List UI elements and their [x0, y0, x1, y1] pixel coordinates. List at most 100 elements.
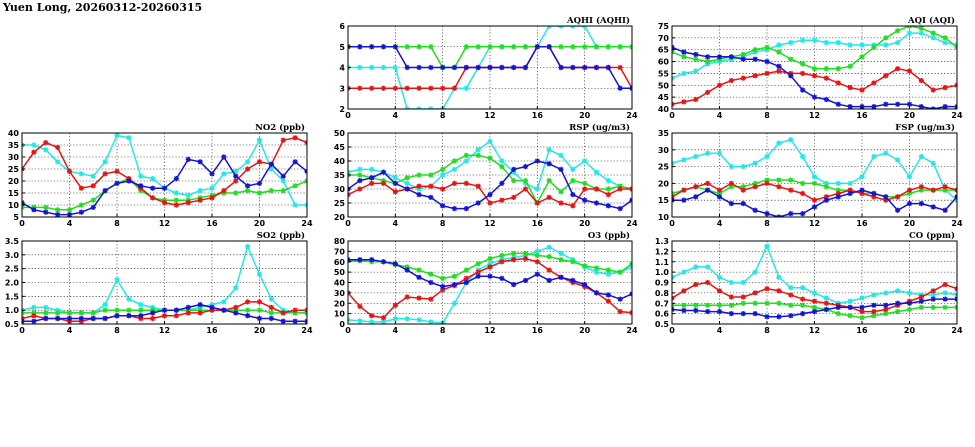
y-tick-label: 1.0: [655, 268, 670, 277]
aqi-point-green: [823, 66, 829, 72]
y-tick-label: 50: [658, 81, 670, 90]
co-point-cyan: [871, 292, 877, 298]
co-point-blue: [693, 307, 699, 314]
co-point-blue: [788, 313, 794, 319]
so2-point-cyan: [280, 307, 286, 313]
rsp-point-blue: [416, 192, 422, 198]
aqi-point-cyan: [776, 42, 782, 48]
aqi-point-red: [942, 85, 948, 91]
co-point-red: [728, 294, 734, 300]
o3-point-green: [582, 263, 588, 269]
co-point-green: [788, 302, 794, 308]
o3-point-red: [475, 269, 481, 275]
rsp-point-green: [558, 189, 564, 195]
aqi-point-blue: [693, 51, 699, 58]
so2-point-red: [185, 310, 191, 316]
o3-point-cyan: [428, 319, 434, 324]
no2-point-red: [233, 178, 239, 184]
y-tick-label: 45: [334, 143, 346, 152]
aqhi-point-cyan: [369, 64, 375, 71]
so2-point-cyan: [102, 302, 108, 308]
o3-point-red: [428, 296, 434, 302]
co-point-blue: [895, 300, 901, 306]
aqi-series-group: [672, 26, 957, 109]
fsp-point-green: [918, 187, 924, 193]
o3-point-green: [487, 256, 493, 262]
aqhi-point-blue: [451, 64, 458, 71]
so2-point-blue: [138, 313, 144, 319]
co-point-cyan: [942, 290, 948, 296]
fsp-chart: 0 4 8 12 16 20 24 10 15 20 25 30 35 FSP (ug/m3): [658, 122, 963, 228]
so2-point-red: [161, 313, 168, 319]
fsp-point-blue: [740, 200, 746, 207]
fsp-title: FSP (ug/m3): [895, 122, 955, 133]
fsp-point-blue: [835, 194, 841, 200]
so2-point-green: [185, 307, 191, 313]
no2-point-cyan: [280, 178, 286, 184]
fsp-point-cyan: [930, 160, 936, 166]
co-point-green: [811, 304, 818, 310]
no2-point-red: [150, 195, 156, 201]
fsp-point-cyan: [716, 150, 723, 156]
fsp-point-blue: [823, 197, 829, 203]
rsp-point-red: [499, 197, 505, 203]
o3-point-green: [451, 273, 458, 279]
rsp-point-green: [487, 155, 493, 161]
rsp-point-cyan: [534, 186, 540, 192]
fsp-point-blue: [788, 211, 794, 217]
co-point-green: [906, 306, 913, 313]
aqhi-point-blue: [570, 64, 576, 71]
rsp-point-red: [558, 200, 564, 206]
no2-point-cyan: [197, 188, 203, 194]
rsp-point-red: [617, 186, 623, 192]
x-tick-label: 4: [67, 219, 73, 228]
co-point-green: [752, 300, 758, 306]
rsp-point-red: [380, 180, 387, 186]
rsp-point-cyan: [369, 166, 375, 172]
co-point-green: [871, 313, 877, 319]
no2-point-green: [233, 190, 239, 196]
aqhi-point-blue: [357, 44, 363, 50]
so2-point-green: [138, 307, 144, 313]
aqi-point-green: [800, 61, 806, 67]
o3-point-red: [499, 259, 505, 265]
y-tick-label: 1.3: [655, 237, 669, 246]
o3-point-cyan: [451, 300, 458, 306]
no2-point-blue: [292, 159, 298, 165]
so2-point-blue: [221, 307, 227, 313]
co-point-red: [788, 292, 794, 298]
x-tick-label: 0: [669, 219, 675, 228]
o3-point-green: [617, 269, 623, 275]
x-tick-label: 24: [626, 219, 638, 228]
fsp-point-blue: [752, 207, 758, 213]
rsp-point-green: [570, 178, 576, 184]
aqi-point-red: [930, 87, 936, 93]
aqi-point-blue: [823, 96, 829, 103]
x-tick-label: 8: [114, 219, 120, 228]
o3-point-red: [404, 294, 410, 300]
so2-point-blue: [280, 318, 286, 324]
y-tick-label: 3: [339, 84, 345, 93]
rsp-point-red: [487, 200, 493, 206]
co-point-cyan: [906, 290, 913, 296]
rsp-point-cyan: [511, 169, 517, 175]
x-tick-label: 16: [206, 326, 218, 335]
x-tick-label: 24: [626, 111, 638, 120]
no2-point-blue: [197, 159, 203, 165]
rsp-point-green: [404, 175, 410, 181]
x-tick-label: 24: [951, 219, 963, 228]
co-point-cyan: [728, 279, 734, 286]
rsp-point-green: [511, 178, 517, 184]
fsp-point-cyan: [918, 153, 924, 160]
aqi-point-green: [811, 66, 818, 72]
rsp-point-green: [380, 178, 387, 184]
fsp-point-cyan: [906, 174, 913, 180]
no2-point-green: [173, 197, 179, 203]
fsp-point-blue: [764, 211, 770, 217]
aqhi-point-green: [582, 44, 588, 50]
rsp-point-cyan: [570, 166, 576, 172]
no2-point-cyan: [292, 202, 298, 208]
co-point-cyan: [776, 274, 782, 280]
aqi-point-cyan: [906, 30, 913, 36]
